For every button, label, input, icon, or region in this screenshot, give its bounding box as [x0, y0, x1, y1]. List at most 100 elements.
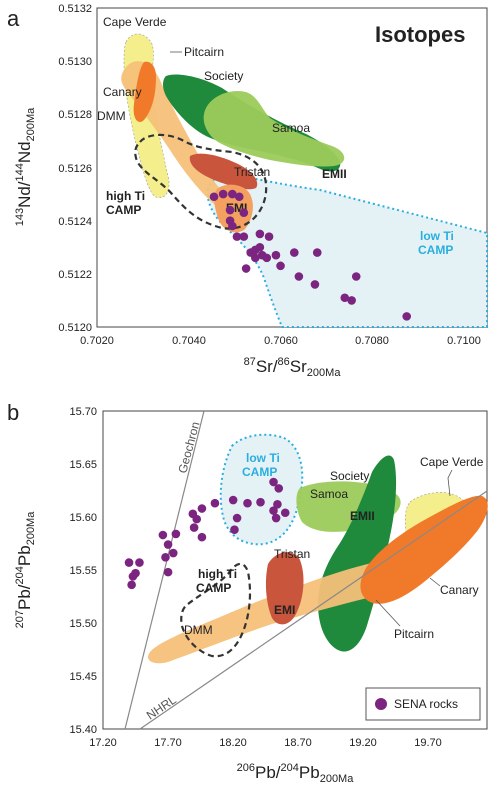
- panel-a-letter: a: [7, 6, 20, 31]
- sena-rock-point: [269, 506, 278, 515]
- panel-a-x-axis-title: 87Sr/86Sr200Ma: [244, 356, 342, 379]
- sena-rock-point: [128, 572, 138, 581]
- panel-a-label-dmm: DMM: [97, 109, 126, 123]
- sena-rock-point: [269, 477, 278, 487]
- panel-b-x-tick-labels: 17.20 17.70 18.20 18.70 19.20 19.70: [89, 737, 442, 749]
- panel-b-canary-field: [360, 495, 488, 604]
- panel-a-label-high-ti: high Ti: [106, 189, 145, 203]
- panel-b-label-tristan: Tristan: [274, 547, 310, 561]
- panel-a-high-ti-camp-field: [134, 133, 268, 230]
- panel-a-tristan-field: [189, 153, 258, 190]
- panel-b-label-pitcairn: Pitcairn: [394, 627, 434, 641]
- panel-b-x-tick: 17.70: [154, 737, 182, 749]
- panel-b-label-canary: Canary: [440, 583, 479, 597]
- sena-rock-point: [228, 495, 238, 505]
- panel-a-label-tristan: Tristan: [234, 165, 270, 179]
- sena-rock-point: [280, 508, 290, 518]
- sena-rock-point: [250, 253, 260, 263]
- sena-rock-point: [189, 523, 199, 532]
- panel-b-label-emi: EMI: [274, 603, 295, 617]
- panel-b-legend: SENA rocks: [365, 687, 481, 721]
- sena-rock-point: [127, 580, 136, 590]
- panel-b-label-emii: EMII: [350, 509, 375, 523]
- sena-rock-point: [234, 192, 244, 202]
- panel-b-high-ti-camp-field: [180, 562, 252, 658]
- sena-rock-point: [163, 540, 173, 549]
- sena-rock-point: [232, 232, 242, 241]
- sena-rock-point: [239, 208, 249, 217]
- sena-rock-point: [243, 498, 252, 508]
- panel-a-x-tick: 0.7100: [447, 335, 481, 347]
- sena-rock-point: [197, 504, 207, 513]
- sena-rock-point: [273, 499, 282, 509]
- panel-a-y-tick: 0.5120: [58, 322, 92, 334]
- panel-b-y-tick: 15.50: [69, 618, 97, 630]
- sena-rock-point: [264, 232, 274, 241]
- panel-b-y-tick: 15.40: [69, 724, 97, 736]
- panel-a-y-tick: 0.5126: [58, 163, 92, 175]
- panel-a-x-tick: 0.7020: [80, 335, 114, 347]
- sena-rock-point: [312, 248, 322, 257]
- sena-rock-point: [262, 253, 272, 263]
- panel-a-samoa-field: [203, 90, 345, 167]
- sena-rock-point: [225, 205, 235, 215]
- sena-rock-point: [402, 312, 412, 321]
- panel-b-canary-leader: [429, 577, 441, 587]
- panel-a-x-tick: 0.7060: [264, 335, 298, 347]
- panel-b-y-tick: 15.70: [69, 406, 97, 418]
- sena-rock-point: [256, 497, 265, 507]
- panel-a-y-tick-labels: 0.5120 0.5122 0.5124 0.5126 0.5128 0.513…: [58, 3, 92, 334]
- sena-rock-point: [241, 264, 251, 273]
- panel-b-cape-verde-leader: [447, 469, 453, 497]
- panel-a-x-tick: 0.7080: [355, 335, 389, 347]
- panel-b-legend-label: SENA rocks: [394, 697, 458, 711]
- panel-b-fields: [148, 433, 488, 664]
- sena-rock-point: [232, 513, 242, 523]
- panel-b-legend-marker: [375, 698, 387, 710]
- panel-b-x-tick: 19.20: [349, 737, 377, 749]
- panel-a-y-axis-title: 143Nd/144Nd200Ma: [14, 107, 37, 226]
- panel-b-label-low-ti-camp: CAMP: [242, 465, 277, 479]
- panel-b-region-labels: low Ti CAMP Society Cape Verde Samoa EMI…: [184, 451, 484, 641]
- sena-rock-point: [239, 232, 249, 241]
- sena-rock-point: [218, 189, 228, 199]
- panel-a-label-society: Society: [204, 69, 243, 83]
- panel-a-y-tick: 0.5132: [58, 3, 92, 15]
- sena-rock-point: [210, 498, 220, 508]
- panel-b-label-cape-verde: Cape Verde: [420, 455, 484, 469]
- panel-a-label-high-ti-camp: CAMP: [106, 203, 141, 217]
- panel-a-title: Isotopes: [375, 22, 465, 47]
- sena-rock-point: [230, 525, 239, 535]
- panel-b-y-axis-title: 207Pb/204Pb200Ma: [14, 511, 37, 629]
- panel-a-sena-points: [209, 189, 412, 321]
- sena-rock-point: [274, 484, 284, 493]
- panel-a-y-tick: 0.5130: [58, 56, 92, 68]
- sena-rock-point: [351, 272, 361, 281]
- sena-rock-point: [255, 242, 265, 252]
- panel-a-x-tick: 0.7040: [172, 335, 206, 347]
- panel-a-label-canary: Canary: [103, 85, 142, 99]
- panel-a-label-pitcairn: Pitcairn: [184, 45, 224, 59]
- panel-b-label-high-ti-camp: CAMP: [196, 581, 231, 595]
- panel-b-pitcairn-leader: [375, 599, 401, 627]
- panel-a-y-tick: 0.5124: [58, 216, 92, 228]
- panel-b-nhrl-line: [139, 490, 488, 730]
- panel-b-y-tick: 15.55: [69, 565, 97, 577]
- sena-rock-point: [271, 513, 281, 523]
- panel-a-y-tick: 0.5122: [58, 269, 92, 281]
- panel-b-x-tick: 19.70: [414, 737, 442, 749]
- sena-rock-point: [310, 280, 320, 289]
- sena-rock-point: [161, 552, 170, 562]
- panel-b-y-tick: 15.60: [69, 512, 97, 524]
- sena-rock-point: [276, 261, 285, 271]
- sena-rock-point: [289, 248, 299, 257]
- panel-b-y-tick-labels: 15.40 15.45 15.50 15.55 15.60 15.65 15.7…: [69, 406, 97, 736]
- panel-b-sena-points: [124, 477, 290, 590]
- panel-b-tristan-field: [265, 552, 304, 625]
- panel-b-x-tick: 18.20: [219, 737, 247, 749]
- sena-rock-point: [255, 229, 265, 239]
- sena-rock-point: [347, 296, 356, 305]
- sena-rock-point: [228, 189, 237, 199]
- panel-b-label-society: Society: [330, 469, 369, 483]
